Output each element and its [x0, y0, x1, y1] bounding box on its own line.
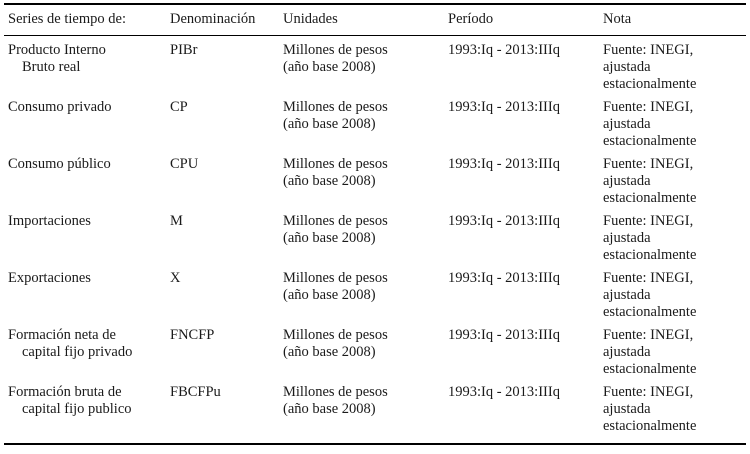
table-row: Consumo público CPU Millones de pesos (a… — [4, 150, 746, 207]
nota-line1: Fuente: INEGI, — [603, 156, 694, 172]
cell-periodo: 1993:Iq - 2013:IIIq — [448, 384, 560, 400]
series-name-line2: capital fijo privado — [22, 344, 133, 360]
table-row: Exportaciones X Millones de pesos (año b… — [4, 264, 746, 321]
nota-line1: Fuente: INEGI, — [603, 42, 694, 58]
series-name-line1: Producto Interno — [8, 42, 106, 58]
col-header-denominacion: Denominación — [170, 4, 283, 36]
cell-unidades: Millones de pesos (año base 2008) — [283, 93, 448, 150]
nota-line3: estacionalmente — [603, 133, 697, 149]
nota-line2: ajustada — [603, 401, 651, 417]
col-header-periodo: Período — [448, 4, 603, 36]
table-row: Importaciones M Millones de pesos (año b… — [4, 207, 746, 264]
nota-line1: Fuente: INEGI, — [603, 99, 694, 115]
nota-line2: ajustada — [603, 230, 651, 246]
table-row: Formación bruta de capital fijo publico … — [4, 378, 746, 444]
cell-nota: Fuente: INEGI, ajustada estacionalmente — [603, 36, 746, 94]
nota-line3: estacionalmente — [603, 247, 697, 263]
unidades-line1: Millones de pesos — [283, 327, 388, 343]
unidades-line1: Millones de pesos — [283, 42, 388, 58]
table-row: Formación neta de capital fijo privado F… — [4, 321, 746, 378]
nota-line3: estacionalmente — [603, 76, 697, 92]
nota-line1: Fuente: INEGI, — [603, 384, 694, 400]
unidades-line2: (año base 2008) — [283, 59, 376, 75]
unidades-line2: (año base 2008) — [283, 230, 376, 246]
col-header-unidades: Unidades — [283, 4, 448, 36]
cell-periodo: 1993:Iq - 2013:IIIq — [448, 213, 560, 229]
table-row: Producto Interno Bruto real PIBr Millone… — [4, 36, 746, 94]
nota-line2: ajustada — [603, 287, 651, 303]
cell-periodo: 1993:Iq - 2013:IIIq — [448, 270, 560, 286]
table-body: Producto Interno Bruto real PIBr Millone… — [4, 36, 746, 445]
cell-series-name: Producto Interno Bruto real — [4, 36, 170, 94]
table-header: Series de tiempo de: Denominación Unidad… — [4, 4, 746, 36]
cell-periodo: 1993:Iq - 2013:IIIq — [448, 99, 560, 115]
col-header-series: Series de tiempo de: — [4, 4, 170, 36]
series-name-line2: capital fijo publico — [22, 401, 132, 417]
cell-nota: Fuente: INEGI, ajustada estacionalmente — [603, 150, 746, 207]
series-name-line1: Exportaciones — [8, 270, 91, 286]
unidades-line1: Millones de pesos — [283, 99, 388, 115]
unidades-line2: (año base 2008) — [283, 401, 376, 417]
cell-denominacion: CPU — [170, 156, 199, 172]
nota-line3: estacionalmente — [603, 361, 697, 377]
cell-denominacion: CP — [170, 99, 188, 115]
cell-series-name: Consumo público — [4, 150, 170, 207]
cell-denominacion: PIBr — [170, 42, 198, 58]
cell-unidades: Millones de pesos (año base 2008) — [283, 207, 448, 264]
cell-series-name: Consumo privado — [4, 93, 170, 150]
cell-denominacion: FNCFP — [170, 327, 215, 343]
unidades-line2: (año base 2008) — [283, 287, 376, 303]
unidades-line2: (año base 2008) — [283, 116, 376, 132]
cell-unidades: Millones de pesos (año base 2008) — [283, 264, 448, 321]
cell-denominacion: M — [170, 213, 183, 229]
nota-line2: ajustada — [603, 173, 651, 189]
cell-nota: Fuente: INEGI, ajustada estacionalmente — [603, 207, 746, 264]
cell-periodo: 1993:Iq - 2013:IIIq — [448, 42, 560, 58]
cell-periodo: 1993:Iq - 2013:IIIq — [448, 156, 560, 172]
unidades-line2: (año base 2008) — [283, 173, 376, 189]
cell-periodo: 1993:Iq - 2013:IIIq — [448, 327, 560, 343]
series-name-line1: Consumo privado — [8, 99, 112, 115]
table-row: Consumo privado CP Millones de pesos (añ… — [4, 93, 746, 150]
cell-series-name: Formación bruta de capital fijo publico — [4, 378, 170, 444]
nota-line3: estacionalmente — [603, 418, 697, 434]
unidades-line1: Millones de pesos — [283, 156, 388, 172]
unidades-line1: Millones de pesos — [283, 384, 388, 400]
series-name-line1: Formación neta de — [8, 327, 116, 343]
cell-nota: Fuente: INEGI, ajustada estacionalmente — [603, 264, 746, 321]
nota-line2: ajustada — [603, 59, 651, 75]
series-name-line1: Formación bruta de — [8, 384, 122, 400]
cell-nota: Fuente: INEGI, ajustada estacionalmente — [603, 378, 746, 444]
cell-nota: Fuente: INEGI, ajustada estacionalmente — [603, 321, 746, 378]
nota-line2: ajustada — [603, 116, 651, 132]
nota-line3: estacionalmente — [603, 304, 697, 320]
cell-series-name: Importaciones — [4, 207, 170, 264]
cell-denominacion: FBCFPu — [170, 384, 221, 400]
series-name-line2: Bruto real — [22, 59, 81, 75]
cell-denominacion: X — [170, 270, 181, 286]
cell-unidades: Millones de pesos (año base 2008) — [283, 36, 448, 94]
cell-unidades: Millones de pesos (año base 2008) — [283, 378, 448, 444]
unidades-line1: Millones de pesos — [283, 213, 388, 229]
nota-line1: Fuente: INEGI, — [603, 327, 694, 343]
nota-line2: ajustada — [603, 344, 651, 360]
nota-line1: Fuente: INEGI, — [603, 213, 694, 229]
nota-line3: estacionalmente — [603, 190, 697, 206]
series-name-line1: Importaciones — [8, 213, 91, 229]
cell-series-name: Formación neta de capital fijo privado — [4, 321, 170, 378]
cell-unidades: Millones de pesos (año base 2008) — [283, 150, 448, 207]
unidades-line2: (año base 2008) — [283, 344, 376, 360]
nota-line1: Fuente: INEGI, — [603, 270, 694, 286]
cell-unidades: Millones de pesos (año base 2008) — [283, 321, 448, 378]
series-name-line1: Consumo público — [8, 156, 111, 172]
cell-series-name: Exportaciones — [4, 264, 170, 321]
header-row: Series de tiempo de: Denominación Unidad… — [4, 4, 746, 36]
col-header-nota: Nota — [603, 4, 746, 36]
cell-nota: Fuente: INEGI, ajustada estacionalmente — [603, 93, 746, 150]
time-series-table: Series de tiempo de: Denominación Unidad… — [4, 3, 746, 445]
unidades-line1: Millones de pesos — [283, 270, 388, 286]
